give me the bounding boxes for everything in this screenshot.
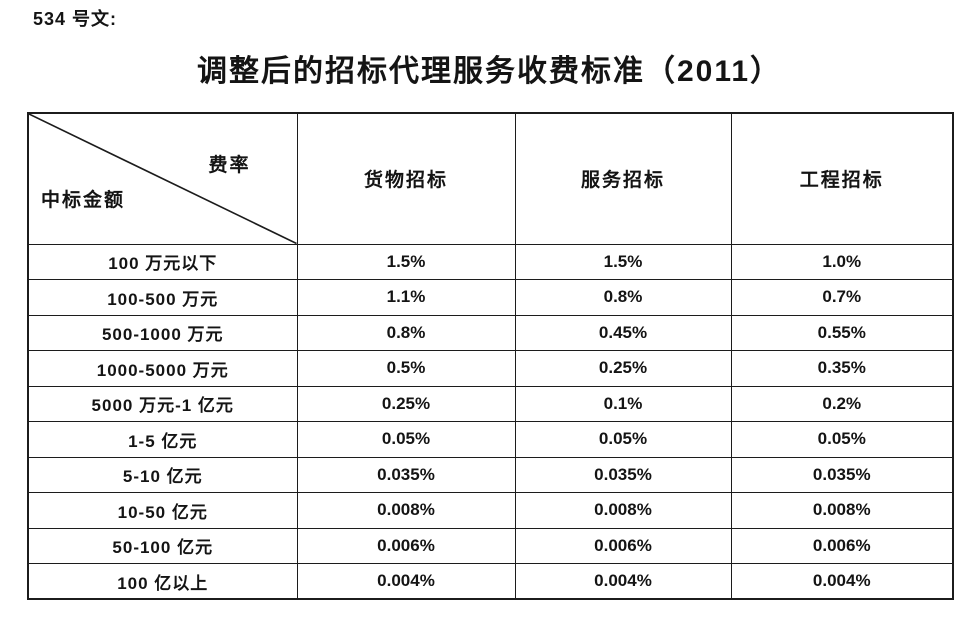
fee-value: 0.05% bbox=[730, 421, 954, 458]
table-row: 50-100 亿元 0.006% 0.006% 0.006% bbox=[27, 527, 954, 564]
fee-value: 0.25% bbox=[514, 350, 732, 387]
row-label: 50-100 亿元 bbox=[27, 527, 298, 564]
table-row: 100 亿以上 0.004% 0.004% 0.004% bbox=[27, 563, 954, 600]
fee-value: 1.1% bbox=[296, 279, 516, 316]
corner-label-rate: 费率 bbox=[208, 155, 251, 176]
column-header-service-tender: 服务招标 bbox=[514, 112, 732, 245]
fee-value: 0.05% bbox=[514, 421, 732, 458]
table-row: 10-50 亿元 0.008% 0.008% 0.008% bbox=[27, 492, 954, 529]
fee-value: 0.008% bbox=[514, 492, 732, 529]
table-row: 100 万元以下 1.5% 1.5% 1.0% bbox=[27, 243, 954, 280]
fee-value: 1.5% bbox=[296, 243, 516, 280]
table-row: 5000 万元-1 亿元 0.25% 0.1% 0.2% bbox=[27, 385, 954, 422]
table-header-row: 费率 中标金额 货物招标 服务招标 工程招标 bbox=[27, 112, 954, 245]
table-row: 500-1000 万元 0.8% 0.45% 0.55% bbox=[27, 314, 954, 351]
fee-value: 0.035% bbox=[296, 456, 516, 493]
fee-value: 0.55% bbox=[730, 314, 954, 351]
column-header-goods-tender: 货物招标 bbox=[296, 112, 516, 245]
fee-value: 0.8% bbox=[514, 279, 732, 316]
fee-value: 0.5% bbox=[296, 350, 516, 387]
row-label: 500-1000 万元 bbox=[27, 314, 298, 351]
row-label: 1-5 亿元 bbox=[27, 421, 298, 458]
row-label: 100-500 万元 bbox=[27, 279, 298, 316]
table-row: 1-5 亿元 0.05% 0.05% 0.05% bbox=[27, 421, 954, 458]
fee-value: 0.006% bbox=[514, 527, 732, 564]
fee-value: 0.8% bbox=[296, 314, 516, 351]
corner-header-cell: 费率 中标金额 bbox=[27, 112, 298, 245]
fee-value: 0.7% bbox=[730, 279, 954, 316]
fee-value: 0.004% bbox=[730, 563, 954, 600]
fee-value: 1.5% bbox=[514, 243, 732, 280]
fee-value: 0.05% bbox=[296, 421, 516, 458]
row-label: 100 万元以下 bbox=[27, 243, 298, 280]
doc-number-label: 534 号文: bbox=[33, 9, 118, 29]
row-label: 100 亿以上 bbox=[27, 563, 298, 600]
fee-value: 0.008% bbox=[730, 492, 954, 529]
fee-value: 0.25% bbox=[296, 385, 516, 422]
fee-value: 0.008% bbox=[296, 492, 516, 529]
row-label: 1000-5000 万元 bbox=[27, 350, 298, 387]
row-label: 5000 万元-1 亿元 bbox=[27, 385, 298, 422]
fee-value: 0.035% bbox=[730, 456, 954, 493]
table-row: 1000-5000 万元 0.5% 0.25% 0.35% bbox=[27, 350, 954, 387]
diagonal-divider-line bbox=[29, 114, 297, 244]
fee-value: 0.2% bbox=[730, 385, 954, 422]
fee-value: 0.006% bbox=[296, 527, 516, 564]
fee-value: 0.1% bbox=[514, 385, 732, 422]
fee-value: 0.004% bbox=[514, 563, 732, 600]
fee-value: 0.006% bbox=[730, 527, 954, 564]
fee-value: 0.35% bbox=[730, 350, 954, 387]
table-row: 100-500 万元 1.1% 0.8% 0.7% bbox=[27, 279, 954, 316]
corner-label-bid-amount: 中标金额 bbox=[41, 189, 126, 211]
fee-value: 0.45% bbox=[514, 314, 732, 351]
page-title: 调整后的招标代理服务收费标准（2011） bbox=[196, 55, 783, 88]
table-row: 5-10 亿元 0.035% 0.035% 0.035% bbox=[27, 456, 954, 493]
column-header-engineering-tender: 工程招标 bbox=[730, 112, 954, 245]
fee-standard-table: 费率 中标金额 货物招标 服务招标 工程招标 100 万元以下 1.5% 1.5… bbox=[27, 112, 954, 600]
fee-value: 1.0% bbox=[730, 243, 954, 280]
row-label: 5-10 亿元 bbox=[27, 456, 298, 493]
row-label: 10-50 亿元 bbox=[27, 492, 298, 529]
fee-value: 0.004% bbox=[296, 563, 516, 600]
fee-value: 0.035% bbox=[514, 456, 732, 493]
